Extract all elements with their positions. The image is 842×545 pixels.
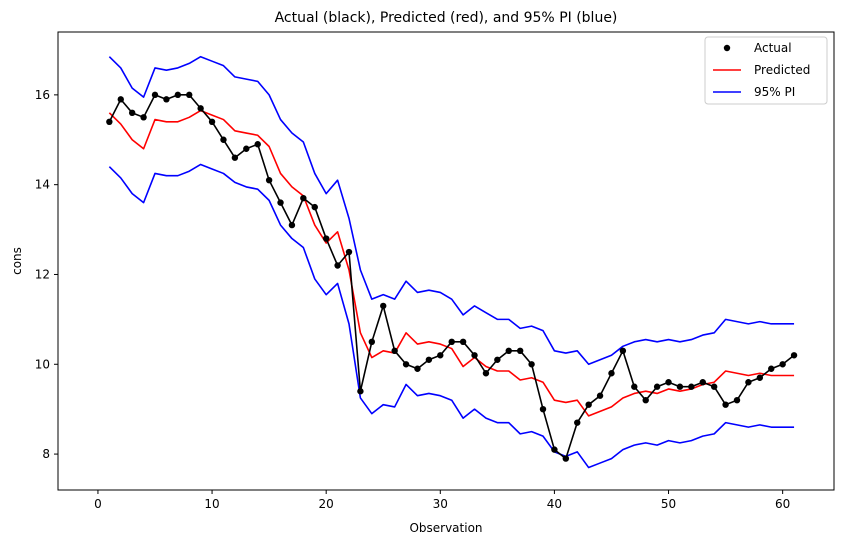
x-tick-label: 10 bbox=[204, 497, 219, 511]
actual-point bbox=[254, 141, 261, 148]
x-axis-label: Observation bbox=[409, 521, 482, 535]
actual-point bbox=[402, 361, 410, 368]
actual-point bbox=[494, 356, 501, 363]
actual-point bbox=[357, 388, 364, 395]
actual-point bbox=[710, 383, 718, 390]
actual-point bbox=[425, 356, 433, 363]
actual-point bbox=[414, 365, 421, 372]
actual-point bbox=[471, 352, 478, 359]
actual-point bbox=[459, 338, 467, 346]
x-tick-label: 50 bbox=[661, 497, 676, 511]
actual-point bbox=[516, 347, 524, 354]
actual-point bbox=[642, 397, 649, 404]
actual-point bbox=[197, 105, 204, 112]
legend-marker bbox=[723, 44, 731, 52]
actual-point bbox=[231, 154, 239, 161]
actual-point bbox=[562, 455, 570, 462]
actual-point bbox=[448, 338, 455, 346]
actual-point bbox=[551, 446, 558, 453]
actual-point bbox=[368, 338, 376, 346]
actual-point bbox=[311, 203, 318, 211]
x-tick-label: 0 bbox=[94, 497, 102, 511]
actual-point bbox=[790, 352, 798, 359]
actual-point bbox=[322, 235, 330, 242]
legend-label: Predicted bbox=[754, 63, 810, 77]
y-tick-label: 8 bbox=[42, 447, 50, 461]
actual-point bbox=[277, 199, 284, 206]
y-tick-label: 12 bbox=[35, 267, 50, 281]
actual-point bbox=[220, 136, 227, 143]
actual-point bbox=[619, 347, 627, 354]
y-tick-label: 10 bbox=[35, 357, 50, 371]
actual-point bbox=[391, 347, 398, 354]
actual-point bbox=[631, 383, 638, 390]
actual-point bbox=[539, 405, 547, 413]
actual-point bbox=[174, 91, 182, 99]
actual-point bbox=[128, 109, 136, 117]
predicted-line bbox=[108, 109, 795, 417]
chart-title: Actual (black), Predicted (red), and 95%… bbox=[275, 10, 618, 26]
plot-area bbox=[106, 55, 798, 469]
actual-point bbox=[334, 262, 341, 269]
plot-frame bbox=[57, 31, 835, 491]
legend: Actual Predicted 95% PI bbox=[704, 36, 828, 105]
actual-point bbox=[437, 352, 444, 359]
actual-point bbox=[186, 91, 193, 99]
actual-point bbox=[585, 401, 592, 408]
actual-point bbox=[140, 114, 147, 121]
actual-point bbox=[288, 221, 296, 229]
y-tick-label: 16 bbox=[35, 88, 50, 102]
pi-upper-line bbox=[108, 55, 795, 366]
y-axis-label: cons bbox=[10, 247, 24, 275]
actual-point bbox=[574, 419, 581, 426]
actual-point bbox=[380, 302, 387, 310]
actual-point bbox=[722, 401, 729, 408]
x-tick-label: 40 bbox=[547, 497, 562, 511]
actual-point bbox=[151, 91, 159, 99]
actual-point bbox=[688, 383, 695, 390]
actual-point bbox=[699, 379, 706, 386]
legend-label: 95% PI bbox=[754, 85, 795, 99]
actual-point bbox=[528, 361, 535, 368]
actual-point bbox=[117, 96, 124, 103]
legend-label: Actual bbox=[754, 41, 792, 55]
actual-point bbox=[345, 248, 353, 256]
x-tick-label: 60 bbox=[775, 497, 790, 511]
actual-point bbox=[768, 365, 775, 372]
actual-point bbox=[653, 383, 661, 390]
x-tick-label: 30 bbox=[433, 497, 448, 511]
actual-point bbox=[505, 347, 512, 354]
actual-point bbox=[208, 118, 216, 126]
actual-point bbox=[300, 194, 307, 202]
actual-point bbox=[733, 397, 741, 404]
actual-point bbox=[665, 379, 672, 386]
actual-point bbox=[756, 374, 764, 381]
x-tick-label: 20 bbox=[319, 497, 334, 511]
actual-point bbox=[163, 96, 170, 103]
actual-point bbox=[106, 118, 113, 126]
actual-point bbox=[676, 383, 684, 390]
pi-lower-line bbox=[108, 163, 795, 469]
actual-point bbox=[243, 145, 250, 152]
actual-point bbox=[779, 361, 786, 368]
actual-point bbox=[596, 392, 604, 399]
actual-point bbox=[265, 176, 273, 184]
actual-point bbox=[745, 379, 752, 386]
y-tick-label: 14 bbox=[35, 178, 50, 192]
axis-ticks: 0 10 20 30 40 50 60 8 10 12 14 16 bbox=[35, 88, 791, 511]
actual-point bbox=[608, 370, 615, 377]
legend-box bbox=[704, 36, 828, 105]
actual-point bbox=[482, 370, 490, 377]
